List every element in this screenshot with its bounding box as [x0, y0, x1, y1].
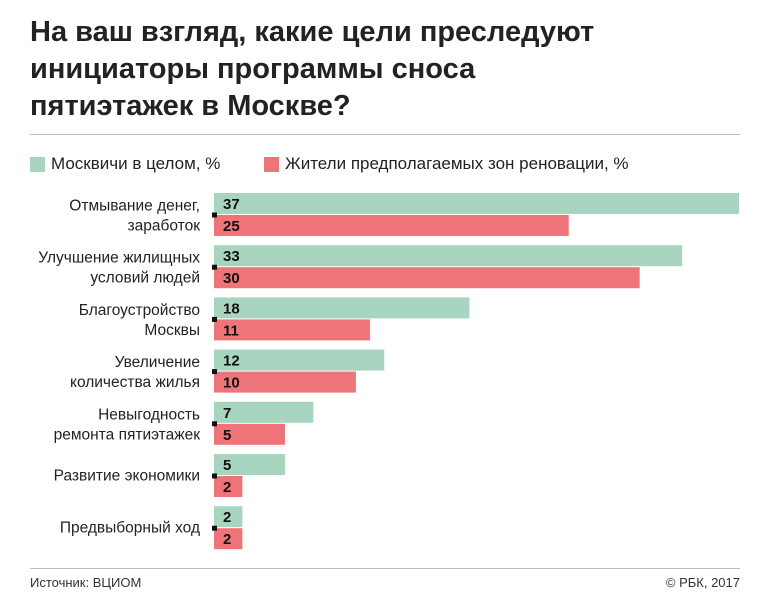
- category-label-line: Москвы: [144, 322, 200, 339]
- category-label-line: ремонта пятиэтажек: [54, 426, 201, 443]
- bar-moscow: [214, 401, 314, 423]
- copyright-note: © РБК, 2017: [665, 575, 740, 590]
- category-label: Благоустройство Москвы: [79, 302, 200, 339]
- category-label-line: Увеличение: [115, 354, 200, 371]
- category-label-line: количества жилья: [70, 374, 200, 391]
- axis-tick-mark: [212, 473, 217, 479]
- value-label-renovation: 30: [223, 270, 240, 287]
- footer-divider: [30, 568, 740, 569]
- value-label-moscow: 37: [223, 196, 240, 213]
- category-label-line: Благоустройство: [79, 302, 200, 319]
- axis-tick-mark: [212, 369, 217, 375]
- bar-renovation: [214, 476, 243, 497]
- category-label-line: заработок: [128, 218, 201, 235]
- category-label: Предвыборный ход: [60, 520, 200, 537]
- bar-renovation: [214, 267, 640, 289]
- source-note: Источник: ВЦИОМ: [30, 575, 142, 590]
- bar-moscow: [214, 454, 285, 475]
- legend-label: Москвичи в целом, %: [51, 154, 221, 173]
- legend-swatch-green: [30, 156, 45, 172]
- title-line: На ваш взгляд, какие цели преследуют: [30, 16, 595, 48]
- legend-item-moscow: Москвичи в целом, %: [30, 153, 220, 175]
- category-label-line: Улучшение жилищных: [38, 250, 200, 267]
- value-label-moscow: 12: [223, 353, 240, 370]
- value-label-renovation: 10: [223, 375, 240, 392]
- bar-renovation: [214, 528, 243, 550]
- bar-renovation: [214, 319, 371, 341]
- value-label-renovation: 2: [223, 531, 231, 548]
- value-label-renovation: 11: [223, 322, 239, 339]
- bar-renovation: [214, 215, 569, 236]
- category-label: Улучшение жилищных условий людей: [38, 250, 200, 287]
- title-divider: [30, 134, 740, 135]
- category-label-line: Отмывание денег,: [69, 198, 200, 215]
- bar-moscow: [214, 349, 385, 371]
- value-label-moscow: 7: [223, 405, 231, 422]
- legend-swatch-red: [264, 156, 279, 172]
- value-label-renovation: 5: [223, 427, 231, 444]
- chart-title: На ваш взгляд, какие цели преследуют ини…: [30, 14, 740, 125]
- axis-tick-mark: [212, 264, 217, 270]
- category-label-line: условий людей: [90, 270, 200, 287]
- legend-label: Жители предполагаемых зон реновации, %: [285, 154, 629, 173]
- category-label-line: Невыгодность: [98, 406, 200, 423]
- bar-renovation: [214, 423, 285, 445]
- legend-item-renovation: Жители предполагаемых зон реновации, %: [264, 153, 629, 175]
- axis-tick-mark: [212, 525, 217, 531]
- category-label: Отмывание денег, заработок: [69, 198, 200, 235]
- bar-renovation: [214, 371, 356, 393]
- category-label: Невыгодность ремонта пятиэтажек: [54, 406, 201, 443]
- bar-moscow: [214, 506, 243, 528]
- value-label-renovation: 2: [223, 479, 231, 496]
- bar-moscow: [214, 297, 470, 319]
- value-label-moscow: 5: [223, 457, 231, 474]
- axis-tick-mark: [212, 316, 217, 322]
- category-label: Развитие экономики: [54, 468, 200, 485]
- axis-tick-mark: [212, 212, 217, 218]
- title-line: пятиэтажек в Москве?: [30, 90, 351, 122]
- bar-moscow: [214, 245, 683, 267]
- title-line: инициаторы программы сноса: [30, 53, 476, 85]
- bar-moscow: [214, 193, 739, 214]
- value-label-renovation: 25: [223, 218, 240, 235]
- value-label-moscow: 2: [223, 509, 231, 526]
- axis-tick-mark: [212, 421, 217, 427]
- category-label: Увеличение количества жилья: [70, 354, 200, 391]
- value-label-moscow: 18: [223, 300, 240, 317]
- value-label-moscow: 33: [223, 248, 240, 265]
